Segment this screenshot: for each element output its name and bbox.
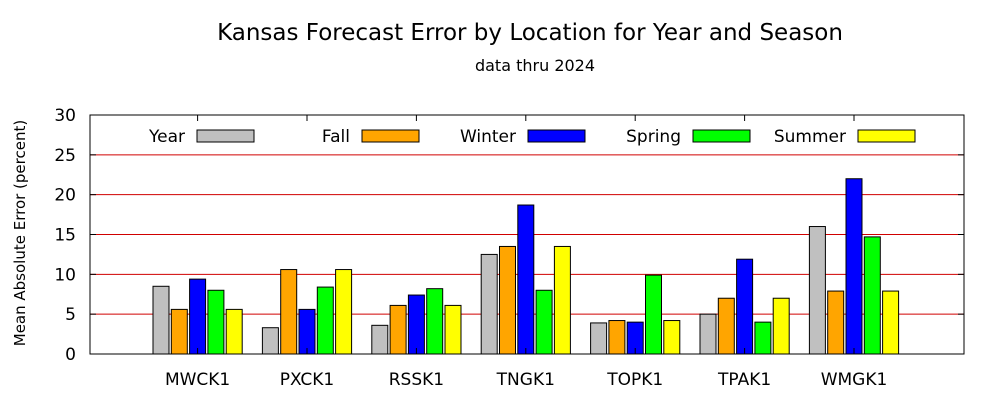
- bar-spring-wmgk1: [863, 236, 881, 355]
- bar-summer-topk1: [663, 320, 681, 355]
- bar-fall-pxck1: [280, 269, 298, 355]
- bar-year-tngk1: [480, 253, 498, 355]
- legend-swatch-summer: [857, 129, 916, 143]
- bar-year-tpak1: [699, 313, 717, 355]
- legend-label-winter: Winter: [460, 127, 516, 147]
- bar-summer-tpak1: [772, 297, 790, 355]
- x-tick-label: MWCK1: [165, 370, 230, 390]
- bar-winter-rssk1: [407, 294, 425, 355]
- bar-fall-mwck1: [170, 308, 188, 355]
- bar-fall-rssk1: [389, 304, 407, 355]
- bar-spring-topk1: [645, 274, 662, 355]
- legend-label-year: Year: [148, 127, 185, 147]
- legend-swatch-year: [196, 129, 255, 143]
- bar-winter-tpak1: [736, 258, 754, 355]
- bar-spring-rssk1: [426, 288, 444, 355]
- bar-spring-mwck1: [207, 289, 225, 355]
- plot-border: [89, 114, 965, 355]
- bar-fall-topk1: [608, 320, 626, 355]
- bar-year-topk1: [590, 322, 608, 355]
- bar-spring-pxck1: [316, 286, 334, 355]
- x-tick-label: TPAK1: [717, 370, 771, 390]
- bar-year-pxck1: [261, 327, 279, 355]
- bar-summer-tngk1: [553, 245, 571, 355]
- bar-fall-tpak1: [717, 297, 735, 355]
- legend-swatch-fall: [361, 129, 420, 143]
- x-tick-label: TOPK1: [606, 370, 663, 390]
- x-tick-label: PXCK1: [280, 370, 335, 390]
- bar-winter-pxck1: [298, 308, 316, 355]
- y-tick-label: 15: [54, 226, 76, 246]
- bar-summer-pxck1: [335, 269, 353, 355]
- chart-title: Kansas Forecast Error by Location for Ye…: [217, 20, 843, 46]
- bar-winter-mwck1: [189, 278, 207, 355]
- x-tick-label: TNGK1: [496, 370, 555, 390]
- y-tick-label: 5: [65, 305, 76, 325]
- y-tick-label: 30: [54, 106, 76, 126]
- bar-fall-wmgk1: [827, 290, 845, 355]
- bar-fall-tngk1: [499, 245, 516, 355]
- legend-swatch-spring: [692, 129, 751, 143]
- y-tick-label: 10: [54, 265, 76, 285]
- bar-spring-tngk1: [535, 289, 553, 355]
- y-tick-label: 0: [65, 345, 76, 365]
- bar-winter-wmgk1: [845, 178, 863, 355]
- y-tick-label: 25: [54, 146, 76, 166]
- bar-summer-rssk1: [444, 304, 462, 355]
- y-tick-label: 20: [54, 186, 76, 206]
- bar-spring-tpak1: [754, 321, 772, 355]
- bar-year-rssk1: [371, 324, 389, 355]
- bar-summer-mwck1: [225, 308, 243, 355]
- legend-label-fall: Fall: [322, 127, 350, 147]
- bar-summer-wmgk1: [882, 290, 900, 355]
- bar-year-mwck1: [152, 285, 170, 355]
- legend-swatch-winter: [527, 129, 586, 143]
- chart-subtitle: data thru 2024: [474, 56, 596, 75]
- bar-year-wmgk1: [808, 226, 826, 355]
- legend-label-spring: Spring: [626, 127, 681, 147]
- x-tick-label: WMGK1: [821, 370, 888, 390]
- x-tick-label: RSSK1: [389, 370, 444, 390]
- legend-label-summer: Summer: [774, 127, 846, 147]
- bar-winter-tngk1: [517, 204, 535, 355]
